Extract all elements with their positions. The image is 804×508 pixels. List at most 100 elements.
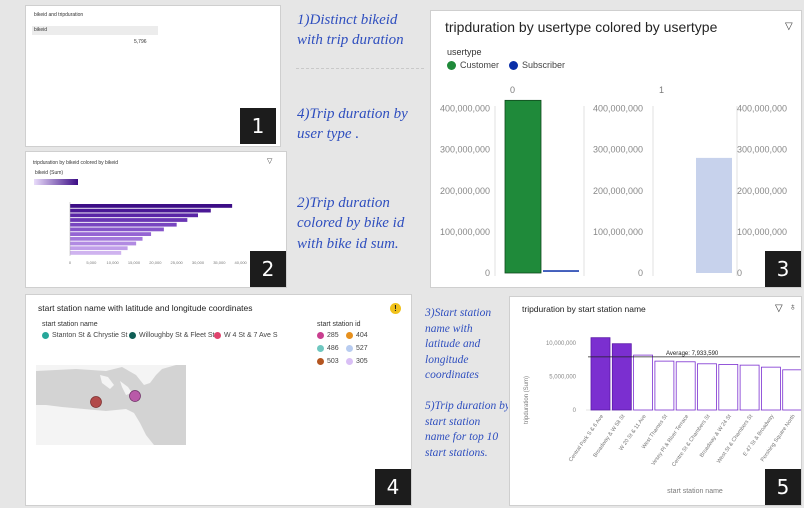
legend-item-station-id[interactable]: 404 [346, 332, 368, 339]
warning-icon[interactable]: ! [390, 303, 401, 314]
bar [633, 354, 653, 411]
filter-icon[interactable]: ▽ [775, 303, 783, 314]
bar-subscriber [543, 270, 579, 272]
legend-right-title: start station id [317, 321, 361, 328]
table-cell-value: 5,796 [134, 39, 147, 45]
legend-swatch [214, 332, 221, 339]
bar [70, 241, 137, 246]
map-marker[interactable] [129, 390, 141, 402]
y-tick-label: 0 [737, 268, 742, 278]
panel-usertype-chart[interactable]: tripduration by usertype colored by user… [430, 10, 802, 288]
y-tick-label: 300,000,000 [737, 145, 787, 155]
notes-top-area: 1)Distinct bikeid with trip duration 4)T… [292, 6, 428, 290]
y-tick-label: 100,000,000 [440, 227, 490, 237]
notes-bottom-area: 3)Start station name with latitude and l… [420, 298, 508, 506]
filter-icon[interactable]: ▽ [785, 21, 793, 32]
x-tick-label: 10,000 [107, 260, 120, 265]
x-tick-label: 20,000 [149, 260, 162, 265]
panel-number-badge: 1 [240, 108, 276, 144]
lightbulb-icon[interactable]: ♁ [789, 302, 797, 313]
panel3-title: tripduration by usertype colored by user… [445, 19, 718, 35]
bar [697, 363, 717, 411]
y-tick-label: 5,000,000 [549, 375, 576, 381]
legend-swatch [129, 332, 136, 339]
station-map[interactable] [36, 365, 186, 445]
x-tick-label: Central Park S & 6 Ave [568, 414, 605, 463]
legend-label: Willoughby St & Fleet St [139, 332, 215, 339]
lake-shape [100, 375, 114, 389]
y-tick-label: 300,000,000 [440, 145, 490, 155]
panel-bikeid-table[interactable]: bikeid and tripduration bikeid 5,796 1 [25, 5, 281, 147]
bar [590, 337, 611, 411]
legend-label: 527 [356, 345, 368, 352]
facet-label: 0 [510, 85, 515, 95]
legend-item-station[interactable]: W 4 St & 7 Ave S [214, 332, 278, 339]
x-tick-label: Centre St & Chambers St [671, 413, 712, 468]
bar-subscriber [696, 157, 732, 273]
legend-label: Customer [460, 60, 500, 70]
bar [760, 366, 781, 411]
y-tick-label: 10,000,000 [546, 341, 577, 347]
x-tick-label: 0 [69, 260, 72, 265]
bar [70, 236, 143, 241]
bar [70, 227, 164, 232]
note-4: 4)Trip duration by user type . [297, 106, 408, 143]
usertype-bar-chart: 0 1 0 0 0 100,000,000 100,000,000 100,000,000… [440, 85, 787, 278]
legend-item-station[interactable]: Willoughby St & Fleet St [129, 332, 214, 339]
y-tick-label: 0 [573, 408, 577, 414]
legend-label: 285 [327, 332, 339, 339]
legend-item-subscriber[interactable]: Subscriber [509, 60, 565, 70]
color-gradient-legend [34, 179, 78, 185]
legend-item-station-id[interactable]: 285 [317, 332, 339, 339]
legend-item-station-id[interactable]: 486 [317, 345, 339, 352]
bar [70, 222, 177, 227]
legend-label: Stanton St & Chrystie St [52, 332, 128, 339]
y-tick-label: 0 [485, 268, 490, 278]
legend-swatch [509, 60, 518, 70]
x-axis-label: start station name [667, 488, 723, 495]
legend-label: 305 [356, 358, 368, 365]
note-1: 1)Distinct bikeid with trip duration [297, 12, 404, 49]
bar [70, 251, 122, 255]
note-3-5: 3)Start station name with latitude and l… [425, 307, 508, 459]
x-tick-label: 15,000 [128, 260, 141, 265]
legend-swatch [447, 60, 456, 70]
panel-bikeid-bar-chart[interactable]: tripduration by bikeid colored by bikeid… [25, 151, 287, 288]
x-tick-label: 35,000 [213, 260, 226, 265]
x-tick-label: Vesey Pl & River Terrace [651, 414, 691, 467]
bar [70, 213, 198, 218]
y-tick-label: 200,000,000 [440, 186, 490, 196]
bar-customer [504, 99, 542, 274]
x-tick-label: 40,000 [235, 260, 248, 265]
legend-label: W 4 St & 7 Ave S [224, 332, 278, 339]
bar [739, 364, 760, 411]
legend-item-station[interactable]: Stanton St & Chrystie St [42, 332, 127, 339]
panel2-title: tripduration by bikeid colored by bikeid [33, 160, 119, 166]
y-tick-label: 400,000,000 [737, 104, 787, 114]
y-tick-label: 400,000,000 [593, 104, 643, 114]
legend-item-station-id[interactable]: 503 [317, 358, 339, 365]
bar [70, 232, 152, 236]
legend-left-title: start station name [42, 321, 98, 328]
y-tick-label: 300,000,000 [593, 145, 643, 155]
y-tick-label: 0 [638, 268, 643, 278]
y-tick-label: 400,000,000 [440, 104, 490, 114]
table-col-header: bikeid [34, 27, 48, 33]
legend-label: 503 [327, 358, 339, 365]
color-legend-label: bikeid (Sum) [35, 170, 64, 176]
bar [70, 204, 233, 208]
legend-item-station-id[interactable]: 527 [346, 345, 368, 352]
bar [675, 361, 696, 411]
bar [70, 246, 128, 251]
legend-item-customer[interactable]: Customer [447, 60, 499, 70]
legend-title: usertype [447, 47, 482, 57]
filter-icon[interactable]: ▽ [267, 158, 273, 165]
panel-start-station-chart[interactable]: tripduration by start station name ▽ ♁ t… [509, 296, 802, 506]
panel-number-badge: 2 [250, 251, 286, 287]
panel-station-map[interactable]: start station name with latitude and lon… [25, 294, 412, 506]
bar [611, 343, 632, 411]
lake-shape [120, 381, 132, 395]
legend-item-station-id[interactable]: 305 [346, 358, 368, 365]
map-marker[interactable] [90, 396, 102, 408]
